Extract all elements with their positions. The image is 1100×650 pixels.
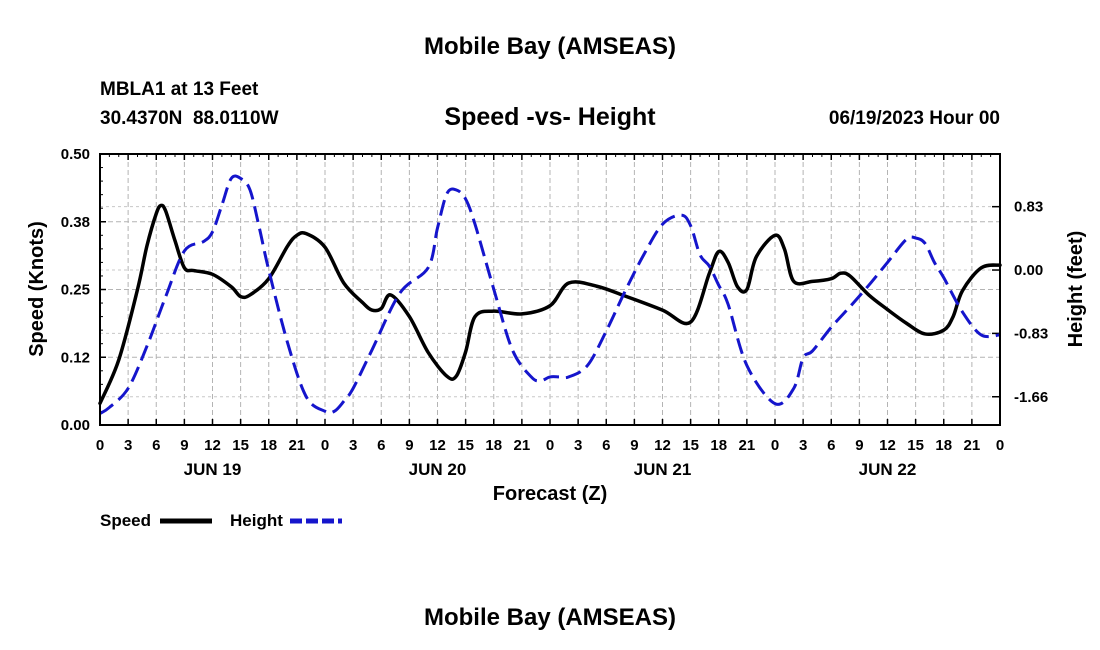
forecast-datetime: 06/19/2023 Hour 00 <box>829 108 1000 129</box>
x-tick-label: 3 <box>574 437 582 454</box>
y-tick-label: 0.50 <box>61 146 90 163</box>
x-tick-label: 21 <box>964 437 981 454</box>
y-tick-label: 0.00 <box>61 417 90 434</box>
x-tick-label: 0 <box>771 437 779 454</box>
date-label: JUN 22 <box>859 460 917 479</box>
x-tick-label: 3 <box>124 437 132 454</box>
x-tick-label: 6 <box>602 437 610 454</box>
x-tick-label: 0 <box>321 437 329 454</box>
x-tick-label: 6 <box>152 437 160 454</box>
plot-frame <box>99 153 1001 426</box>
y-tick-label: 0.38 <box>61 214 90 231</box>
x-tick-label: 3 <box>349 437 357 454</box>
legend: Speed Height <box>100 511 342 530</box>
date-label: JUN 21 <box>634 460 692 479</box>
x-tick-label: 6 <box>827 437 835 454</box>
x-tick-label: 15 <box>907 437 924 454</box>
bottom-title: Mobile Bay (AMSEAS) <box>424 604 676 631</box>
x-tick-label: 9 <box>180 437 188 454</box>
coordinates-label: 30.4370N 88.0110W <box>100 108 279 129</box>
y-tick-label: 0.25 <box>61 282 90 299</box>
series-lines <box>98 174 1002 415</box>
y-ticks: 0.00 0.12 0.25 0.38 0.50 0.83 0.00 -0.83 -1.66 <box>61 146 1048 434</box>
chart-title: Speed -vs- Height <box>444 103 656 131</box>
x-tick-label: 18 <box>935 437 952 454</box>
x-tick-label: 0 <box>996 437 1004 454</box>
grid <box>100 154 1000 425</box>
legend-label-speed: Speed <box>100 511 151 530</box>
x-tick-label: 0 <box>96 437 104 454</box>
x-tick-label: 12 <box>429 437 446 454</box>
x-tick-label: 12 <box>654 437 671 454</box>
x-tick-label: 21 <box>514 437 531 454</box>
y2-tick-label: -1.66 <box>1014 389 1048 406</box>
x-tick-label: 9 <box>630 437 638 454</box>
x-axis-label: Forecast (Z) <box>493 483 607 505</box>
series-line-height <box>99 174 1001 415</box>
x-tick-label: 18 <box>485 437 502 454</box>
legend-label-height: Height <box>230 511 283 530</box>
x-tick-label: 15 <box>682 437 699 454</box>
x-tick-label: 15 <box>232 437 249 454</box>
x-tick-label: 12 <box>879 437 896 454</box>
y-axis-label-left: Speed (Knots) <box>26 221 48 357</box>
x-tick-label: 18 <box>710 437 727 454</box>
y2-tick-label: 0.00 <box>1014 262 1043 279</box>
x-tick-label: 12 <box>204 437 221 454</box>
x-tick-label: 0 <box>546 437 554 454</box>
top-title: Mobile Bay (AMSEAS) <box>424 33 676 60</box>
x-tick-label: 21 <box>739 437 756 454</box>
x-tick-label: 6 <box>377 437 385 454</box>
x-tick-label: 3 <box>799 437 807 454</box>
y-axis-label-right: Height (feet) <box>1065 231 1087 348</box>
y2-tick-label: -0.83 <box>1014 325 1048 342</box>
station-label: MBLA1 at 13 Feet <box>100 79 259 100</box>
y2-tick-label: 0.83 <box>1014 199 1043 216</box>
x-tick-label: 18 <box>260 437 277 454</box>
x-tick-label: 9 <box>405 437 413 454</box>
y-tick-label: 0.12 <box>61 349 90 366</box>
series-line-speed <box>98 203 1002 406</box>
date-label: JUN 20 <box>409 460 467 479</box>
date-label: JUN 19 <box>184 460 242 479</box>
x-tick-label: 21 <box>289 437 306 454</box>
x-tick-label: 9 <box>855 437 863 454</box>
x-tick-label: 15 <box>457 437 474 454</box>
